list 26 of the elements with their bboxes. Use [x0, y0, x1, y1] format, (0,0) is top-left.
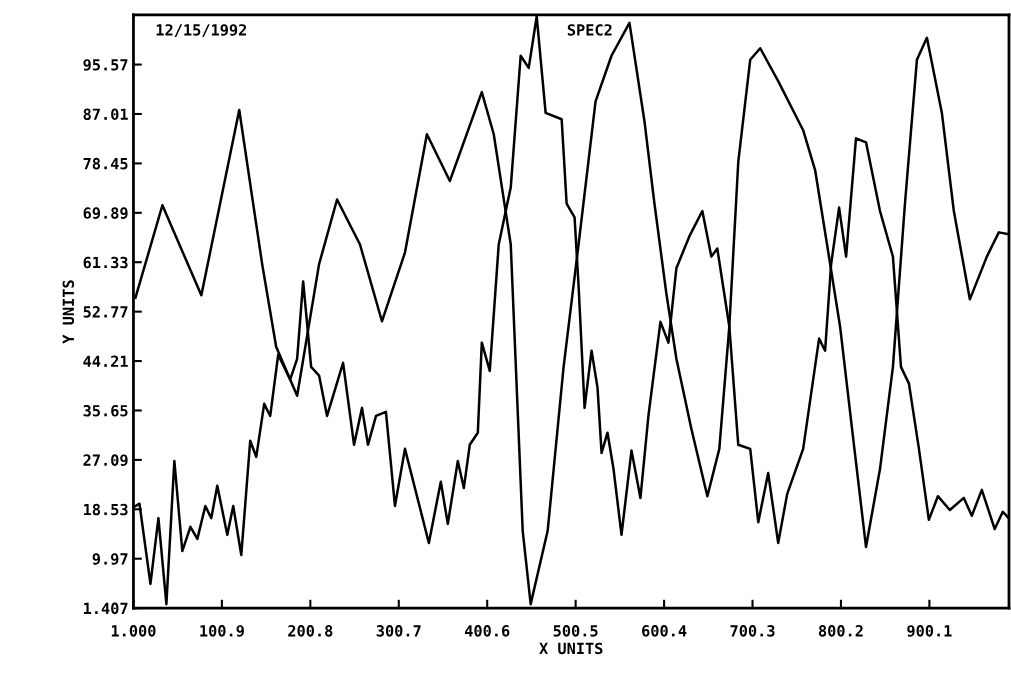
y-tick-label: 18.53	[84, 503, 128, 516]
y-tick-label: 95.57	[83, 59, 128, 71]
y-tick-label: 9.97	[92, 553, 128, 565]
y-tick-label: 44.21	[83, 355, 128, 367]
x-tick-label: 100.9	[200, 625, 244, 637]
x-tick-label: 200.8	[288, 625, 333, 637]
y-axis-title: Y UNITS	[62, 280, 75, 344]
y-tick-label: 87.01	[83, 108, 128, 120]
x-tick-label: 800.2	[818, 625, 863, 637]
annotation: 12/15/1992	[156, 24, 247, 37]
x-tick-label: 500.5	[553, 625, 598, 637]
annotation: SPEC2	[567, 24, 612, 36]
x-tick-label: 400.6	[464, 625, 510, 637]
x-tick-label: 700.3	[730, 625, 775, 637]
y-tick-label: 69.89	[83, 207, 128, 219]
y-tick-label: 61.33	[83, 256, 128, 269]
y-tick-label: 78.45	[83, 157, 128, 170]
x-tick-label: 1.000	[111, 625, 156, 637]
x-tick-label: 900.1	[907, 625, 952, 637]
y-tick-label: 1.407	[84, 602, 128, 615]
y-tick-label: 35.65	[83, 404, 128, 417]
y-tick-label: 52.77	[83, 306, 128, 318]
x-axis-title: X UNITS	[539, 642, 603, 655]
x-tick-label: 600.4	[642, 625, 687, 637]
y-tick-label: 27.09	[83, 454, 128, 466]
x-tick-label: 300.7	[376, 625, 421, 637]
